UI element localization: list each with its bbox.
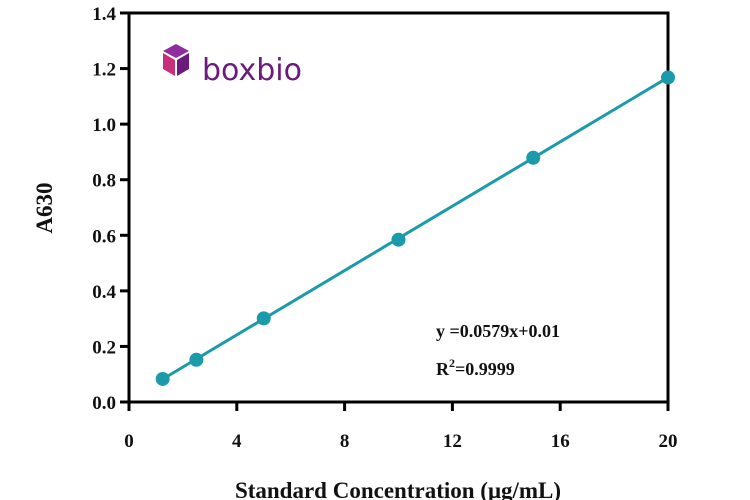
x-tick-label: 16 (551, 431, 570, 452)
y-tick-label: 0.8 (92, 171, 116, 192)
data-point (526, 150, 541, 165)
x-tick-label: 12 (443, 431, 462, 452)
x-axis-title: Standard Concentration (μg/mL) (235, 478, 561, 500)
y-tick-label: 0.6 (92, 226, 116, 247)
x-tick-label: 8 (340, 431, 350, 452)
r-squared-label: R (436, 359, 450, 379)
data-point (661, 70, 675, 85)
cube-icon (163, 44, 189, 76)
x-tick-label: 4 (232, 431, 242, 452)
y-tick-label: 0.4 (92, 282, 116, 303)
r-squared-value: =0.9999 (455, 359, 515, 379)
plot-frame (127, 11, 670, 404)
y-tick-label: 1.0 (92, 115, 116, 136)
r-squared: R2=0.9999 (436, 356, 515, 379)
y-axis-ticks: 0.0 0.2 0.4 0.6 0.8 1.0 1.2 1.4 (92, 4, 129, 414)
x-axis-ticks: 0 4 8 12 16 20 (124, 402, 678, 452)
brand-name: boxbio (202, 53, 302, 88)
r-squared-exponent: 2 (449, 356, 455, 370)
fit-line (161, 76, 669, 381)
data-point (155, 371, 170, 386)
data-point (391, 232, 406, 247)
data-point (256, 311, 271, 326)
y-tick-label: 0.2 (92, 337, 116, 358)
x-tick-label: 20 (659, 431, 678, 452)
y-tick-label: 0.0 (92, 393, 116, 414)
data-point (189, 352, 204, 367)
y-axis-title: A630 (32, 182, 57, 233)
y-tick-label: 1.2 (92, 60, 116, 81)
boxbio-logo: boxbio (163, 44, 302, 88)
x-tick-label: 0 (124, 431, 134, 452)
fit-equation: y =0.0579x+0.01 (436, 321, 560, 341)
y-tick-label: 1.4 (92, 4, 116, 25)
data-points (155, 70, 675, 386)
